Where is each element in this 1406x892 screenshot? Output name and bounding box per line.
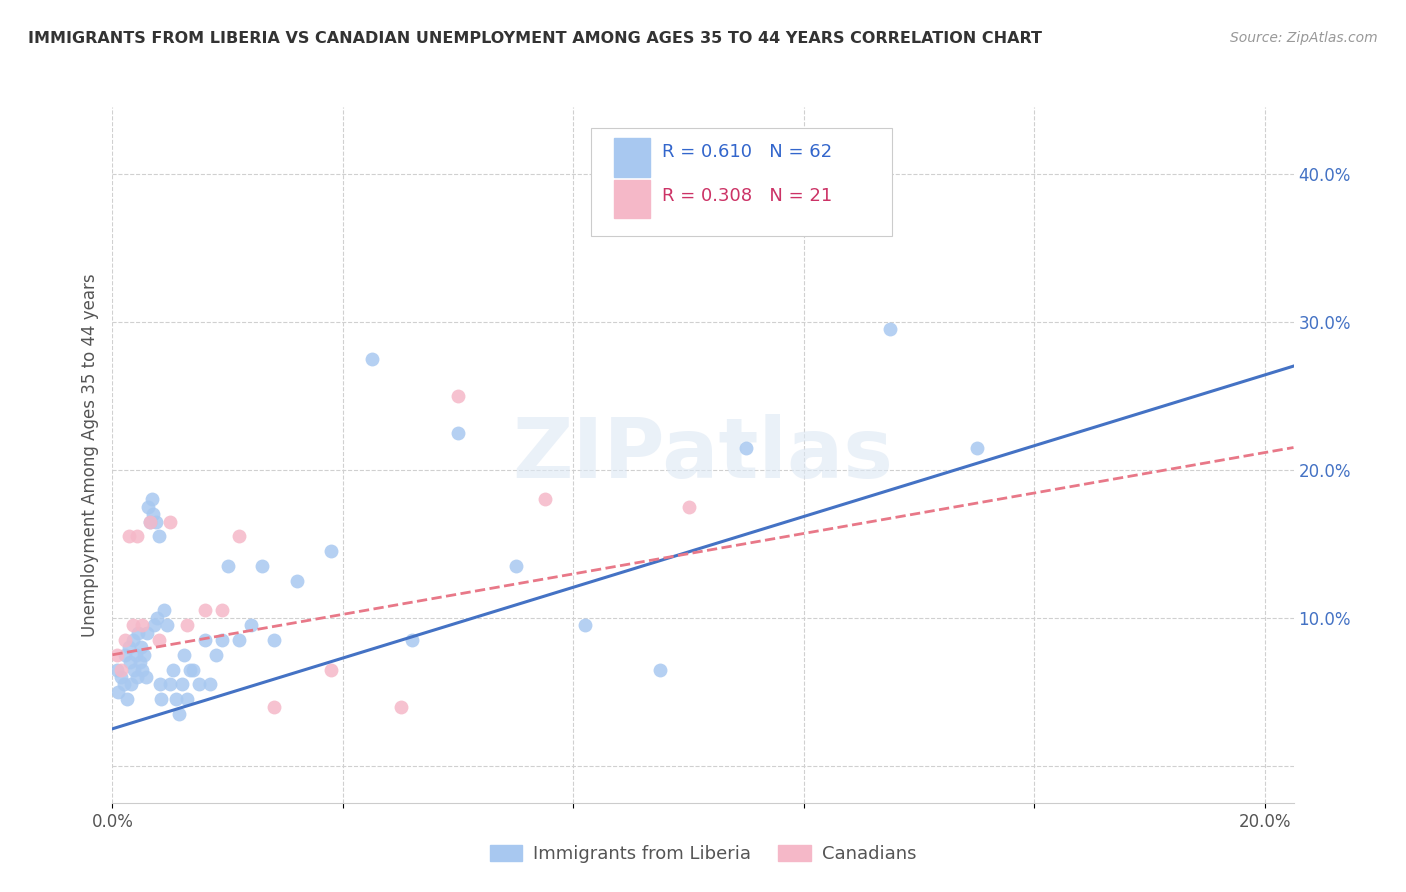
Y-axis label: Unemployment Among Ages 35 to 44 years: Unemployment Among Ages 35 to 44 years <box>80 273 98 637</box>
FancyBboxPatch shape <box>614 138 650 177</box>
Point <box>134 648 156 662</box>
Point <box>129 640 152 655</box>
Point <box>735 441 758 455</box>
Point <box>285 574 308 588</box>
Point <box>181 663 204 677</box>
Point <box>145 515 167 529</box>
Point <box>125 529 148 543</box>
Point <box>110 663 132 677</box>
Point <box>125 670 148 684</box>
Point <box>136 625 159 640</box>
Point <box>211 603 233 617</box>
Point <box>105 648 128 662</box>
Point <box>129 655 152 669</box>
Legend: Immigrants from Liberia, Canadians: Immigrants from Liberia, Canadians <box>482 838 924 871</box>
Point <box>146 611 169 625</box>
Point <box>179 663 201 677</box>
Point <box>447 425 470 440</box>
Point <box>648 663 671 677</box>
FancyBboxPatch shape <box>614 180 650 219</box>
Point <box>118 655 141 669</box>
Point <box>131 663 153 677</box>
Point <box>112 677 135 691</box>
Point <box>165 692 187 706</box>
Point <box>228 632 250 647</box>
Point <box>176 618 198 632</box>
Point <box>124 648 146 662</box>
Point <box>217 558 239 573</box>
Point <box>162 663 184 677</box>
Point <box>170 677 193 691</box>
Point <box>360 351 382 366</box>
Point <box>505 558 527 573</box>
Point <box>574 618 596 632</box>
Point <box>136 500 159 514</box>
Point <box>114 648 136 662</box>
Point <box>105 663 128 677</box>
Point <box>121 618 143 632</box>
Point <box>194 603 217 617</box>
Point <box>120 677 142 691</box>
Point <box>167 706 190 721</box>
Point <box>200 677 222 691</box>
Point <box>263 632 285 647</box>
Point <box>228 529 250 543</box>
Point <box>142 507 165 521</box>
Point <box>401 632 423 647</box>
Text: ZIPatlas: ZIPatlas <box>513 415 893 495</box>
Point <box>879 322 901 336</box>
Point <box>194 632 217 647</box>
Point <box>252 558 274 573</box>
Point <box>159 677 181 691</box>
Point <box>110 670 132 684</box>
Point <box>173 648 195 662</box>
Point <box>176 692 198 706</box>
Point <box>141 492 163 507</box>
Point <box>127 625 149 640</box>
Point <box>156 618 179 632</box>
Point <box>153 603 176 617</box>
Point <box>107 685 129 699</box>
Point <box>533 492 555 507</box>
Point <box>139 515 162 529</box>
Point <box>139 515 162 529</box>
Point <box>114 632 136 647</box>
Point <box>678 500 700 514</box>
Point <box>124 663 146 677</box>
Point <box>187 677 209 691</box>
Point <box>321 544 343 558</box>
Point <box>149 677 172 691</box>
Point <box>121 632 143 647</box>
Point <box>211 632 233 647</box>
Text: Source: ZipAtlas.com: Source: ZipAtlas.com <box>1230 31 1378 45</box>
Text: R = 0.308   N = 21: R = 0.308 N = 21 <box>662 187 832 205</box>
Point <box>321 663 343 677</box>
Point <box>143 618 166 632</box>
Point <box>205 648 228 662</box>
Point <box>159 515 181 529</box>
Point <box>117 640 139 655</box>
Point <box>966 441 988 455</box>
Text: R = 0.610   N = 62: R = 0.610 N = 62 <box>662 144 832 161</box>
Text: IMMIGRANTS FROM LIBERIA VS CANADIAN UNEMPLOYMENT AMONG AGES 35 TO 44 YEARS CORRE: IMMIGRANTS FROM LIBERIA VS CANADIAN UNEM… <box>28 31 1042 46</box>
Point <box>150 692 173 706</box>
Point <box>117 529 139 543</box>
Point <box>263 699 285 714</box>
Point <box>793 145 815 159</box>
Point <box>389 699 412 714</box>
Point <box>148 632 170 647</box>
Point <box>239 618 262 632</box>
Point <box>148 529 170 543</box>
Point <box>447 389 470 403</box>
Point <box>115 692 138 706</box>
FancyBboxPatch shape <box>591 128 891 235</box>
Point <box>135 670 157 684</box>
Point <box>131 618 153 632</box>
